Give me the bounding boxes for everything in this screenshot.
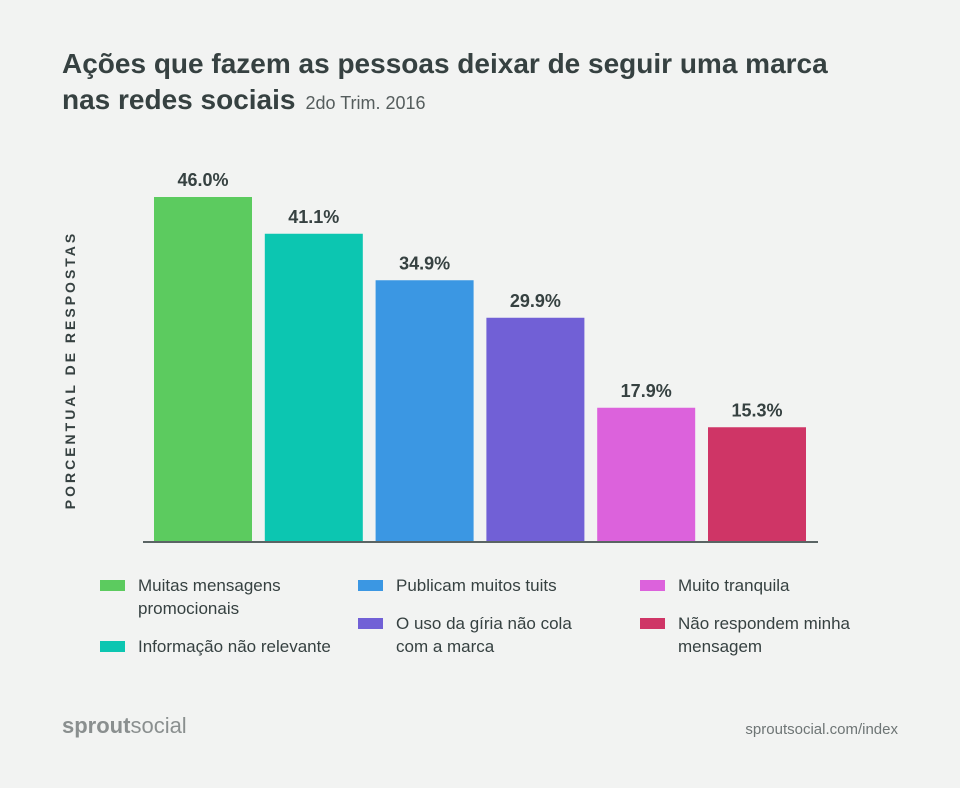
- bar-value-label-4: 29.9%: [510, 291, 561, 311]
- bar-1: [154, 197, 252, 542]
- brand-part1: sprout: [62, 713, 131, 738]
- bar-value-label-2: 41.1%: [288, 207, 339, 227]
- legend-swatch: [100, 580, 125, 591]
- brand-part2: social: [130, 713, 187, 738]
- legend-label: Muito tranquila: [678, 576, 790, 595]
- bar-value-label-1: 46.0%: [177, 170, 228, 190]
- legend-item-tuits: Publicam muitos tuits: [358, 574, 616, 597]
- legend-swatch: [640, 580, 665, 591]
- bar-value-label-3: 34.9%: [399, 253, 450, 273]
- bar-value-label-5: 17.9%: [621, 381, 672, 401]
- bar-value-label-6: 15.3%: [731, 400, 782, 420]
- legend-swatch: [100, 641, 125, 652]
- value-labels-group: 46.0% 41.1% 34.9% 29.9% 17.9% 15.3%: [177, 170, 782, 420]
- legend-swatch: [640, 618, 665, 629]
- legend-item-giria: O uso da gíria não cola com a marca: [358, 612, 596, 658]
- legend-item-nao-relevante: Informação não relevante: [100, 635, 378, 658]
- legend-item-promocionais: Muitas mensagens promocionais: [100, 574, 358, 620]
- chart-subtitle: 2do Trim. 2016: [305, 93, 426, 113]
- bar-5: [597, 407, 696, 542]
- bar-2: [264, 233, 363, 542]
- legend-label: Informação não relevante: [138, 637, 331, 656]
- legend-label: O uso da gíria não cola com a marca: [396, 614, 572, 656]
- source-url: sproutsocial.com/index: [745, 721, 898, 738]
- chart-title-text: Ações que fazem as pessoas deixar de seg…: [62, 48, 828, 115]
- sproutsocial-logo: sproutsocial: [62, 713, 187, 739]
- bars-group: [154, 197, 806, 542]
- legend-item-nao-respondem: Não respondem minha mensagem: [640, 612, 878, 658]
- bar-3: [375, 280, 474, 542]
- legend-swatch: [358, 618, 383, 629]
- legend-label: Publicam muitos tuits: [396, 576, 557, 595]
- legend-label: Muitas mensagens promocionais: [138, 576, 281, 618]
- legend-label: Não respondem minha mensagem: [678, 614, 850, 656]
- chart-title: Ações que fazem as pessoas deixar de seg…: [62, 46, 862, 121]
- legend-item-tranquila: Muito tranquila: [640, 574, 898, 597]
- bar-4: [486, 317, 585, 542]
- bar-6: [708, 427, 806, 542]
- legend-swatch: [358, 580, 383, 591]
